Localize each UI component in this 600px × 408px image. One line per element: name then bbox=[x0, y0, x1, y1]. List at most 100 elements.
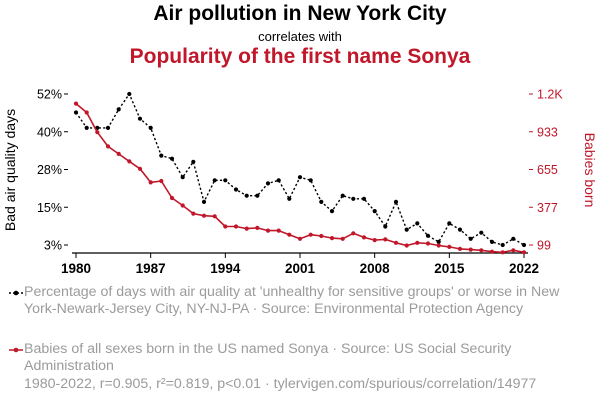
data-point-sonya bbox=[372, 238, 377, 243]
data-point-air-pollution bbox=[500, 242, 505, 248]
data-point-air-pollution bbox=[329, 209, 335, 214]
data-point-sonya bbox=[105, 144, 111, 149]
data-point-sonya bbox=[457, 246, 463, 251]
data-point-air-pollution bbox=[340, 193, 345, 198]
right-tick-label: 99 bbox=[537, 239, 551, 253]
data-point-sonya bbox=[479, 248, 484, 253]
right-axis-title: Babies born bbox=[582, 133, 598, 208]
data-point-air-pollution bbox=[393, 199, 399, 204]
data-point-air-pollution bbox=[201, 199, 207, 204]
data-point-air-pollution bbox=[383, 224, 388, 229]
data-point-air-pollution bbox=[479, 230, 484, 235]
legend-label-sonya: Babies of all sexes born in the US named… bbox=[24, 341, 512, 374]
data-point-air-pollution bbox=[84, 125, 89, 130]
data-point-air-pollution bbox=[319, 199, 324, 204]
data-point-air-pollution bbox=[169, 156, 175, 161]
data-point-sonya bbox=[308, 232, 313, 237]
x-tick-label: 2022 bbox=[509, 261, 539, 276]
data-point-sonya bbox=[95, 130, 100, 135]
left-tick-label: 28% bbox=[37, 163, 62, 177]
data-point-air-pollution bbox=[191, 159, 196, 164]
data-point-air-pollution bbox=[148, 125, 153, 130]
data-point-air-pollution bbox=[415, 221, 420, 226]
data-point-sonya bbox=[404, 243, 409, 248]
data-point-sonya bbox=[511, 248, 516, 253]
data-point-sonya bbox=[127, 159, 132, 164]
data-point-air-pollution bbox=[116, 107, 121, 112]
data-point-sonya bbox=[201, 213, 207, 218]
left-tick-label: 52% bbox=[37, 88, 62, 102]
data-point-sonya bbox=[137, 166, 143, 171]
legend-item-sonya: Babies of all sexes born in the US named… bbox=[8, 341, 583, 374]
data-point-sonya bbox=[425, 241, 431, 246]
right-tick-label: 655 bbox=[537, 163, 558, 177]
data-point-sonya bbox=[297, 236, 303, 241]
data-point-air-pollution bbox=[255, 193, 260, 198]
data-point-sonya bbox=[212, 214, 217, 219]
data-point-air-pollution bbox=[105, 125, 111, 130]
data-point-air-pollution bbox=[436, 239, 441, 244]
data-point-sonya bbox=[180, 203, 185, 208]
right-tick-label: 1.2K bbox=[537, 88, 563, 102]
x-tick-label: 2001 bbox=[285, 261, 316, 276]
data-point-sonya bbox=[244, 226, 249, 231]
data-point-sonya bbox=[265, 228, 271, 233]
data-point-sonya bbox=[436, 243, 441, 248]
data-point-sonya bbox=[233, 224, 239, 229]
legend-marker-red-solid bbox=[9, 347, 23, 353]
data-point-sonya bbox=[169, 195, 175, 201]
data-point-sonya bbox=[148, 180, 153, 185]
left-tick-label: 40% bbox=[37, 125, 62, 139]
data-point-sonya bbox=[329, 236, 335, 241]
data-point-air-pollution bbox=[159, 153, 164, 158]
legend-marker-black-dotted bbox=[9, 290, 23, 296]
data-point-sonya bbox=[489, 249, 495, 254]
data-point-air-pollution bbox=[361, 196, 367, 201]
data-point-sonya bbox=[415, 240, 420, 245]
right-tick-label: 377 bbox=[537, 201, 558, 215]
data-point-air-pollution bbox=[351, 196, 356, 201]
data-point-air-pollution bbox=[489, 239, 495, 244]
data-point-air-pollution bbox=[137, 116, 143, 121]
x-tick-label: 1987 bbox=[136, 261, 166, 276]
data-point-sonya bbox=[351, 231, 356, 236]
legend-label-air-pollution: Percentage of days with air quality at '… bbox=[24, 284, 560, 317]
data-point-sonya bbox=[468, 247, 473, 252]
data-point-air-pollution bbox=[212, 178, 217, 183]
data-point-sonya bbox=[191, 211, 196, 216]
data-point-air-pollution bbox=[457, 227, 463, 232]
data-point-air-pollution bbox=[244, 193, 249, 198]
data-point-air-pollution bbox=[265, 181, 271, 186]
data-point-air-pollution bbox=[308, 178, 313, 183]
chart-title-secondary: Popularity of the first name Sonya bbox=[129, 45, 471, 68]
data-point-sonya bbox=[521, 250, 527, 255]
left-axis-title: Bad air quality days bbox=[2, 109, 18, 231]
x-tick-label: 1980 bbox=[61, 261, 91, 276]
data-point-air-pollution bbox=[287, 196, 292, 201]
data-point-sonya bbox=[383, 237, 388, 242]
data-point-sonya bbox=[255, 225, 260, 230]
series-line-air-pollution bbox=[75, 93, 525, 246]
chart-subtitle: correlates with bbox=[258, 29, 342, 44]
data-point-air-pollution bbox=[233, 187, 239, 192]
data-point-air-pollution bbox=[223, 178, 228, 183]
left-tick-label: 15% bbox=[37, 201, 62, 215]
data-point-sonya bbox=[84, 110, 89, 115]
legend-item-air-pollution: Percentage of days with air quality at '… bbox=[8, 284, 583, 317]
line-chart: 1980 1987 1994 2001 2008 2015 2022 52% 40% 28% 15%… bbox=[2, 88, 598, 277]
data-point-air-pollution bbox=[127, 91, 132, 97]
data-point-air-pollution bbox=[180, 175, 185, 180]
data-point-air-pollution bbox=[276, 178, 281, 183]
data-point-sonya bbox=[447, 244, 452, 249]
data-point-sonya bbox=[319, 233, 324, 239]
data-point-air-pollution bbox=[468, 236, 473, 241]
correlation-footer: 1980-2022, r=0.905, r²=0.819, p<0.01 · t… bbox=[24, 376, 537, 392]
data-point-air-pollution bbox=[511, 236, 516, 241]
data-point-air-pollution bbox=[447, 221, 452, 226]
data-point-air-pollution bbox=[297, 175, 303, 180]
data-point-sonya bbox=[340, 236, 345, 241]
data-point-air-pollution bbox=[372, 209, 377, 214]
right-tick-label: 933 bbox=[537, 125, 558, 139]
data-point-air-pollution bbox=[521, 242, 527, 248]
data-point-sonya bbox=[223, 224, 228, 229]
